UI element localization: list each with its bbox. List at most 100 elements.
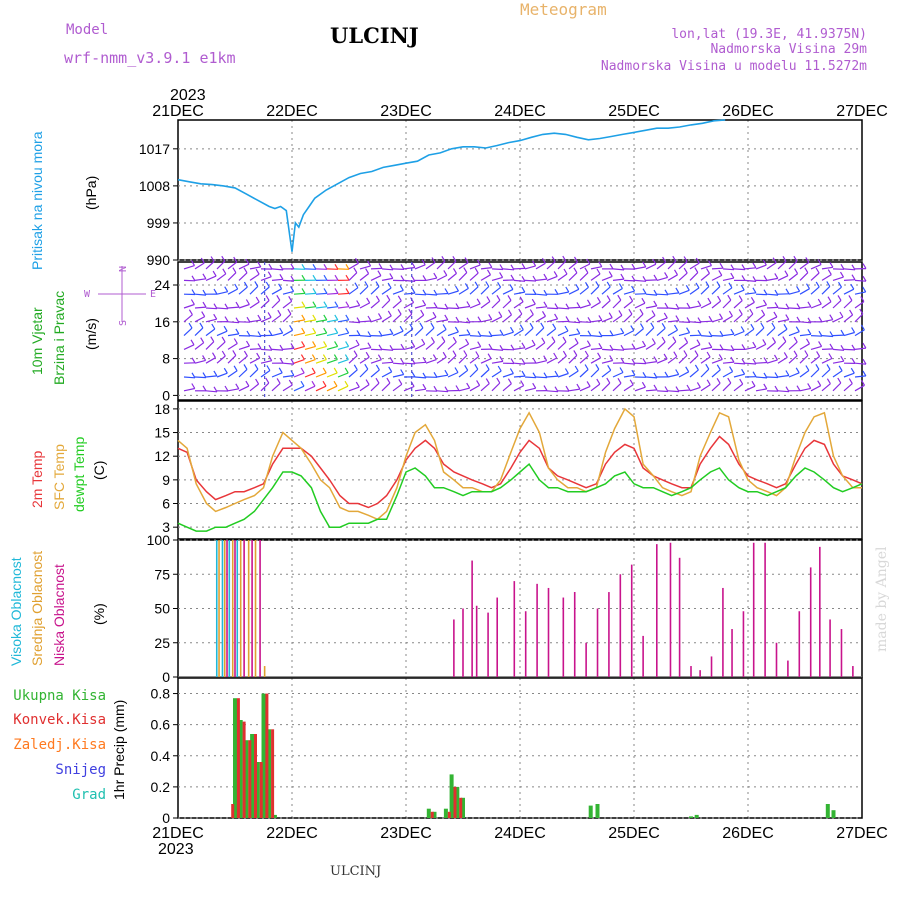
wind-barb-flag: [365, 379, 370, 385]
wind-barb: [854, 291, 866, 295]
wind-barb-flag: [496, 294, 501, 301]
wind-barb-flag: [444, 386, 449, 393]
wind-barb: [194, 376, 207, 379]
precip-ytick-label: 0.8: [151, 686, 171, 702]
wind-barb-flag: [334, 327, 339, 334]
wind-ytick-label: 16: [154, 314, 170, 330]
wind-barb-flag: [378, 263, 383, 269]
wind-barb: [645, 361, 657, 364]
wind-barb: [744, 346, 756, 350]
wind-barb-flag: [389, 344, 394, 351]
wind-barb: [238, 355, 248, 364]
wind-barb: [843, 299, 853, 309]
wind-barb: [447, 272, 457, 281]
wind-barb-flag: [653, 274, 658, 281]
wind-barb: [227, 288, 238, 295]
wind-barb: [326, 345, 338, 350]
wind-barb: [502, 288, 514, 295]
wind-barb: [810, 303, 822, 309]
wind-barb: [491, 268, 504, 271]
precip-bar: [453, 786, 457, 818]
year-bottom: 2023: [158, 841, 194, 858]
wind-barb: [623, 348, 636, 350]
wind-barb-flag: [697, 329, 702, 336]
wind-barb-flag: [840, 355, 845, 362]
wind-barb: [238, 368, 248, 378]
wind-barb-flag: [629, 295, 634, 302]
wind-barb-flag: [586, 258, 591, 265]
wind-barb-flag: [562, 255, 567, 262]
wind-barb: [656, 276, 668, 281]
wind-barb: [381, 299, 391, 309]
wind-barb-flag: [223, 325, 228, 332]
wind-barb: [392, 268, 405, 270]
precip-bar: [694, 814, 699, 818]
wind-barb-flag: [276, 294, 281, 301]
wind-barb: [612, 382, 622, 392]
wind-barb-flag: [694, 267, 699, 273]
wind-barb-flag: [399, 325, 404, 332]
wind-barb-flag: [311, 367, 316, 374]
wind-barb-flag: [507, 309, 513, 316]
wind-barb: [766, 306, 779, 309]
wind-barb-flag: [705, 268, 711, 274]
wind-barb: [722, 315, 733, 323]
wind-barb-flag: [620, 327, 625, 334]
wind-barb: [238, 272, 248, 281]
wind-barb-flag: [862, 342, 867, 349]
precip-ytick-label: 0.6: [151, 717, 171, 733]
wind-barb: [535, 262, 546, 270]
wind-barb-flag: [716, 377, 721, 384]
x-tick-label-top: 23DEC: [380, 103, 432, 120]
wind-barbs: [183, 255, 867, 393]
wind-barb: [260, 276, 272, 281]
wind-barb-flag: [532, 289, 537, 295]
wind-barb: [447, 355, 457, 364]
wind-barb: [403, 313, 413, 323]
wind-barb: [502, 279, 515, 281]
wind-barb: [227, 342, 238, 350]
wind-barb: [205, 328, 216, 337]
wind-barb-flag: [465, 338, 470, 345]
wind-barb: [447, 307, 460, 310]
wind-barb-flag: [696, 339, 701, 346]
wind-barb-flag: [718, 354, 723, 360]
wind-barb: [238, 385, 250, 392]
wind-barb-flag: [442, 351, 447, 358]
wind-barb: [656, 293, 669, 296]
wind-barb-flag: [663, 312, 668, 319]
wind-barb: [205, 357, 216, 364]
wind-barb: [678, 321, 691, 323]
wind-barb-flag: [279, 273, 284, 280]
precip-bar: [242, 721, 246, 818]
wind-barb-flag: [826, 364, 831, 370]
wind-barb-flag: [596, 378, 601, 385]
wind-barb-flag: [387, 282, 392, 289]
wind-barb-flag: [774, 289, 779, 296]
wind-barb-flag: [452, 336, 457, 343]
wind-frame: [177, 261, 863, 401]
wind-barb: [403, 362, 416, 365]
wind-barb-flag: [421, 259, 426, 266]
x-tick-label-top: 26DEC: [722, 103, 774, 120]
wind-barb: [810, 345, 822, 350]
wind-barb-flag: [411, 287, 416, 294]
wind-barb: [678, 371, 689, 378]
wind-barb: [227, 370, 238, 378]
wind-barb: [590, 368, 600, 378]
wind-barb-flag: [553, 271, 558, 277]
wind-barb-flag: [200, 337, 205, 344]
wind-barb: [282, 362, 295, 365]
wind-ytick-label: 24: [154, 277, 170, 293]
wind-barb-flag: [497, 365, 502, 372]
wind-barb: [535, 360, 547, 364]
wind-barb: [678, 342, 688, 350]
pressure-line: [177, 119, 726, 252]
wind-barb-flag: [730, 345, 735, 351]
precip-bar: [272, 814, 277, 818]
wind-barb: [557, 372, 569, 378]
wind-barb-flag: [430, 322, 435, 329]
wind-barb: [326, 332, 338, 337]
wind-barb: [249, 319, 261, 323]
wind-barb-flag: [476, 298, 481, 305]
